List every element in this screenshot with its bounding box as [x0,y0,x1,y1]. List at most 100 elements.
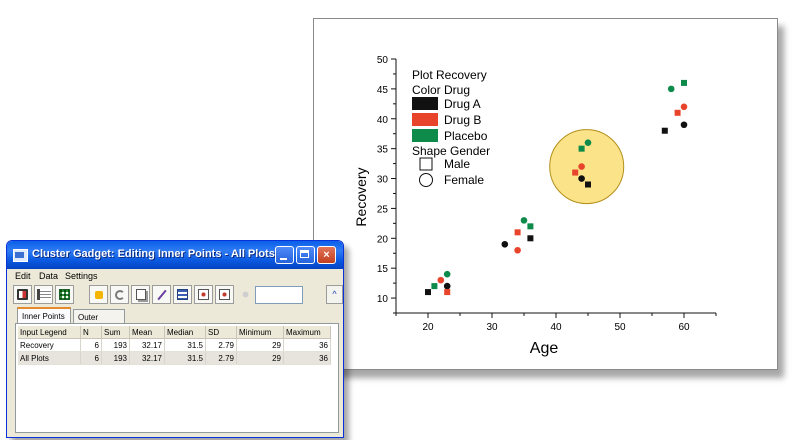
x-tick-label: 60 [678,322,690,333]
delete-cluster-icon [219,289,230,300]
column-header[interactable]: Minimum [236,326,284,339]
close-icon: × [323,249,330,261]
data-point[interactable] [578,163,585,170]
data-point[interactable] [444,289,451,296]
highlight-button[interactable] [89,285,108,304]
legend-swatch-placebo [412,129,438,142]
y-tick-label: 25 [377,204,389,215]
column-header[interactable]: Sum [101,326,130,339]
undo-button[interactable] [110,285,129,304]
table-cell: 31.5 [164,338,206,352]
close-button[interactable]: × [317,246,336,264]
data-point[interactable] [443,282,451,290]
import-button[interactable] [13,285,32,304]
table-cell: 6 [80,338,102,352]
menu-edit[interactable]: Edit [15,271,31,281]
y-tick-label: 30 [377,175,389,186]
table-row[interactable]: Recovery 6 193 32.17 31.5 2.79 29 36 [18,338,331,352]
options-button[interactable] [236,285,255,304]
collapse-button[interactable]: ^ [326,285,343,304]
import-icon [17,289,28,300]
x-tick-label: 50 [614,322,626,333]
data-point[interactable] [674,109,681,116]
legend-shape-title: Shape Gender [412,144,490,158]
data-point[interactable] [431,283,438,290]
legend-label-drug-b: Drug B [444,113,481,127]
magic-wand-icon [156,289,167,300]
legend-color-title: Color Drug [412,83,470,97]
table-cell: 6 [80,351,102,365]
menu-settings[interactable]: Settings [65,271,98,281]
data-point[interactable] [680,103,688,111]
minimize-button[interactable] [275,246,294,264]
data-point[interactable] [520,217,528,224]
data-point[interactable] [572,169,579,176]
window-title-bar[interactable]: Cluster Gadget: Editing Inner Points - A… [7,241,343,269]
copy-button[interactable] [131,285,150,304]
menu-bar: Edit Data Settings [7,269,343,285]
table-cell: Recovery [18,338,81,352]
statistics-grid: Input Legend N Sum Mean Median SD Minimu… [15,323,339,433]
data-point[interactable] [667,85,675,93]
cluster-highlight-circle[interactable] [549,129,625,205]
table-cell: All Plots [18,351,81,365]
data-point[interactable] [681,79,687,86]
table-cell: 2.79 [205,338,237,352]
table-row[interactable]: All Plots 6 193 32.17 31.5 2.79 29 36 [18,351,331,365]
cluster-button[interactable] [194,285,213,304]
column-header[interactable]: SD [205,326,237,339]
x-tick-label: 30 [486,322,498,333]
maximize-button[interactable] [296,246,315,264]
data-point[interactable] [425,289,431,296]
cluster-icon [198,289,209,300]
chevron-up-icon: ^ [332,289,337,299]
y-tick-label: 45 [377,85,389,96]
data-point[interactable] [584,139,592,146]
column-header[interactable]: Maximum [283,326,331,339]
y-tick-label: 35 [377,145,389,156]
data-point[interactable] [443,270,451,278]
data-point[interactable] [501,240,509,248]
column-header[interactable]: Median [164,326,206,339]
report-button[interactable] [173,285,192,304]
add-column-button[interactable] [34,285,53,304]
legend-swatch-drug-a [412,97,438,110]
x-axis-label: Age [530,340,559,357]
data-point[interactable] [680,121,688,129]
y-tick-label: 20 [377,234,389,245]
y-tick-label: 15 [377,264,389,275]
column-header[interactable]: Mean [129,326,165,339]
data-point[interactable] [514,229,521,236]
table-header-row: Input Legend N Sum Mean Median SD Minimu… [18,326,331,339]
scatter-chart: 20 30 40 50 60 10 15 20 25 30 35 40 45 50 Age Recover… [353,55,717,357]
tab-inner-points[interactable]: Inner Points [17,307,71,325]
toolbar: ^ [11,285,343,307]
magic-wand-button[interactable] [152,285,171,304]
column-header[interactable]: N [80,326,102,339]
worksheet-button[interactable] [55,285,74,304]
data-point[interactable] [527,223,534,230]
table-cell: 29 [236,351,284,365]
x-tick-label: 20 [422,322,434,333]
data-point[interactable] [437,276,445,284]
y-tick-label: 40 [377,115,389,126]
legend-swatch-drug-b [412,113,438,126]
axis-ticks: 20 30 40 50 60 10 15 20 25 30 35 40 45 50 [377,55,717,333]
data-point[interactable] [514,246,521,254]
legend-label-placebo: Placebo [444,129,488,143]
worksheet-icon [59,289,70,300]
menu-data[interactable]: Data [39,271,59,281]
y-axis-label: Recovery [353,167,369,226]
data-point[interactable] [585,181,591,188]
delete-cluster-button[interactable] [215,285,234,304]
x-tick-label: 40 [550,322,562,333]
data-point[interactable] [578,145,585,152]
y-tick-label: 50 [377,55,389,66]
data-point[interactable] [661,127,668,134]
column-header[interactable]: Input Legend [18,326,81,339]
toolbar-input[interactable] [255,286,303,304]
data-point[interactable] [527,235,534,242]
legend-label-drug-a: Drug A [444,97,481,111]
legend-title: Plot Recovery [412,68,487,82]
data-point[interactable] [578,175,585,182]
